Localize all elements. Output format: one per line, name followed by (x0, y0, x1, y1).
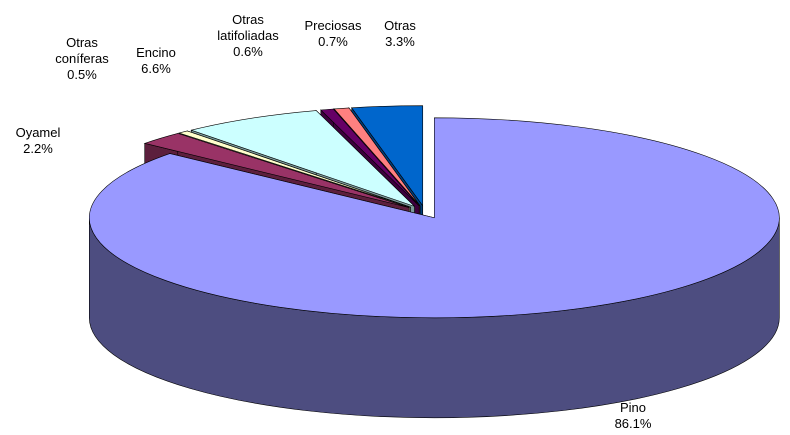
slice-name: Preciosas (304, 18, 362, 33)
slice-label: Otras latifoliadas 0.6% (203, 12, 293, 60)
slice-label: Otras coníferas 0.5% (47, 35, 117, 83)
slice-name: Otras (384, 18, 416, 33)
slice-value: 0.7% (318, 34, 348, 49)
slice-label: Oyamel 2.2% (3, 125, 73, 157)
slice-value: 6.6% (141, 61, 171, 76)
slice (89, 117, 780, 319)
slice (178, 130, 411, 208)
slice-label: Encino 6.6% (121, 45, 191, 77)
slice-value: 2.2% (23, 141, 53, 156)
slice-label: Preciosas 0.7% (288, 18, 378, 50)
slice-label: Pino 86.1% (588, 400, 678, 432)
slice (143, 133, 410, 208)
slice-name: Encino (136, 45, 176, 60)
slice (320, 108, 420, 207)
slice-name: Otras latifoliadas (217, 12, 279, 43)
slice-value: 0.6% (233, 44, 263, 59)
slice (351, 105, 424, 207)
slice-value: 3.3% (385, 34, 415, 49)
slice (333, 107, 421, 206)
slice-value: 0.5% (67, 67, 97, 82)
slice-value: 86.1% (614, 416, 652, 431)
slice-label: Otras 3.3% (365, 18, 435, 50)
slice-name: Otras coníferas (55, 35, 109, 66)
slice (190, 110, 415, 207)
slice-name: Oyamel (15, 125, 61, 140)
slice-name: Pino (619, 400, 647, 415)
